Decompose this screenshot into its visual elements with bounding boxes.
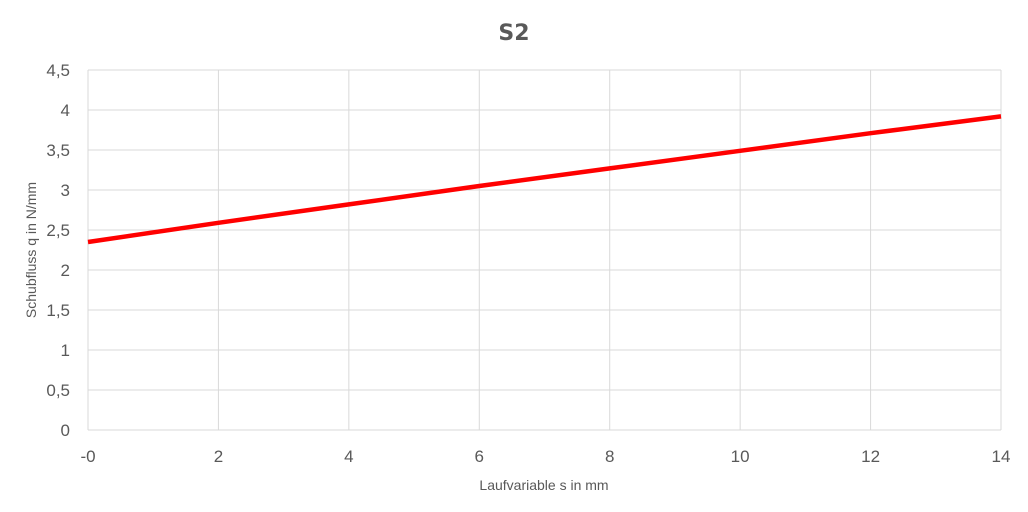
y-tick-label: 4,5 [46,61,70,80]
y-tick-label: 1 [61,341,70,360]
x-tick-label: -0 [80,447,95,466]
x-tick-label: 8 [605,447,614,466]
y-axis-ticks: 0 0,5 1 1,5 2 2,5 3 3,5 4 4,5 [46,61,70,440]
x-tick-label: 10 [731,447,750,466]
x-tick-label: 6 [475,447,484,466]
y-tick-label: 0 [61,421,70,440]
chart-title: S2 [498,21,529,46]
y-tick-label: 0,5 [46,381,70,400]
x-tick-label: 2 [214,447,223,466]
y-tick-label: 2,5 [46,221,70,240]
y-tick-label: 1,5 [46,301,70,320]
y-tick-label: 3 [61,181,70,200]
y-tick-label: 2 [61,261,70,280]
grid [87,69,1002,431]
x-tick-label: 14 [992,447,1011,466]
y-axis-label: Schubfluss q in N/mm [23,182,39,318]
series-line [87,114,1002,245]
y-tick-label: 4 [61,101,70,120]
y-tick-label: 3,5 [46,141,70,160]
x-axis-label: Laufvariable s in mm [479,477,608,493]
series-layer [87,114,1002,245]
x-axis-ticks: -0 2 4 6 8 10 12 14 [80,447,1010,466]
x-tick-label: 12 [861,447,880,466]
x-tick-label: 4 [344,447,353,466]
